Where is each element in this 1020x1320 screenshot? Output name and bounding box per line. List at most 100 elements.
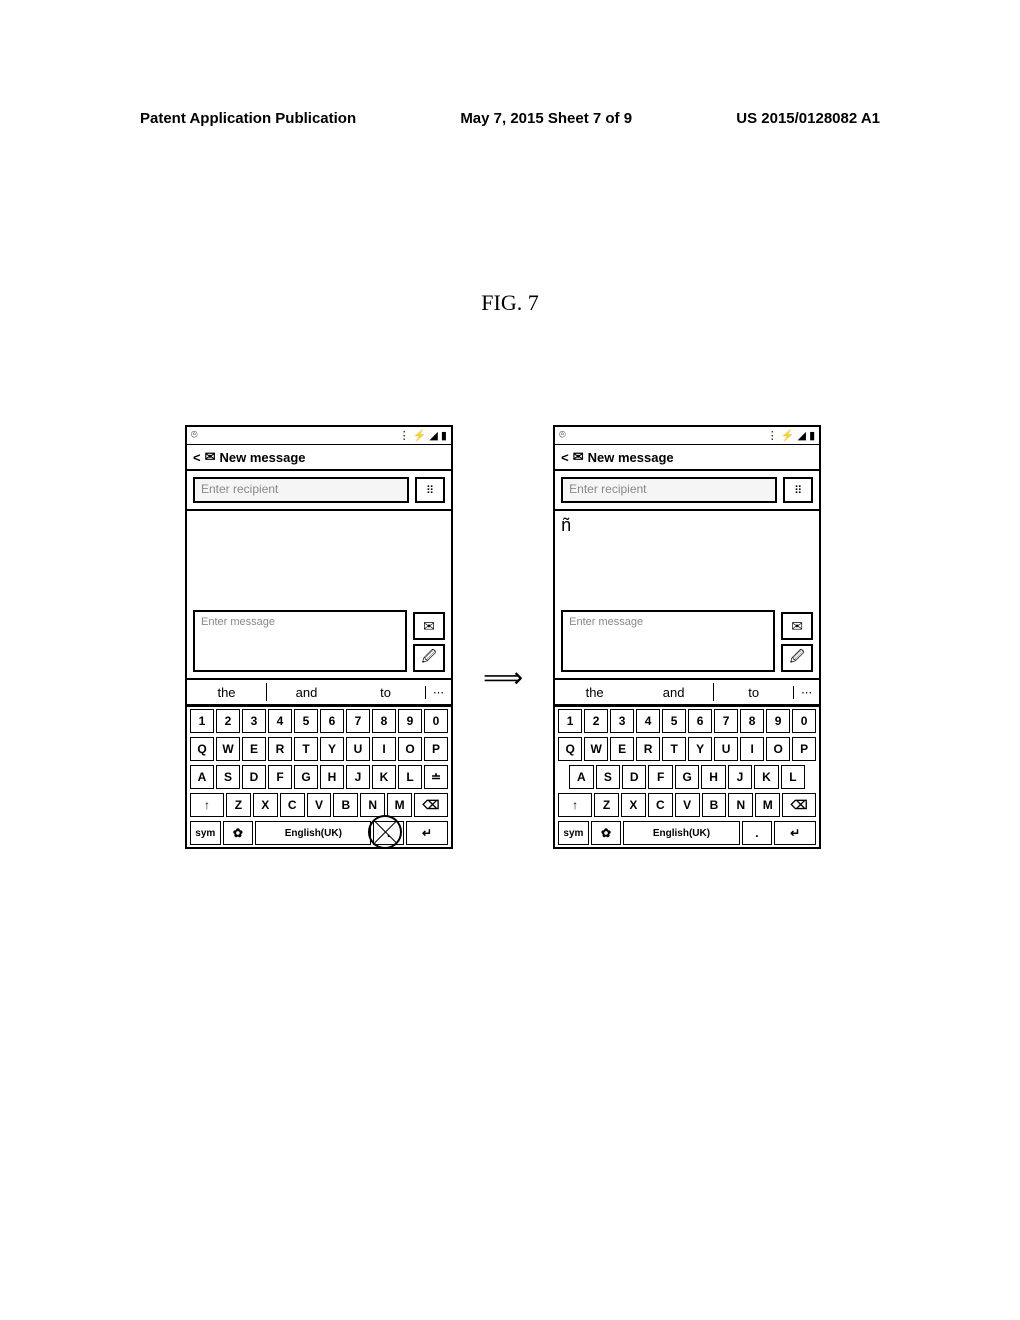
recipient-input[interactable]: Enter recipient: [193, 477, 409, 503]
body-area[interactable]: [187, 511, 451, 606]
key-t[interactable]: T: [662, 737, 686, 761]
key-h[interactable]: H: [320, 765, 344, 789]
key-backspace[interactable]: ⌫: [414, 793, 448, 817]
key-space[interactable]: English(UK): [255, 821, 371, 845]
key-2[interactable]: 2: [584, 709, 608, 733]
key-l[interactable]: L: [781, 765, 805, 789]
key-f[interactable]: F: [648, 765, 672, 789]
key-6[interactable]: 6: [320, 709, 344, 733]
key-a[interactable]: A: [190, 765, 214, 789]
key-8[interactable]: 8: [740, 709, 764, 733]
key-s[interactable]: S: [596, 765, 620, 789]
key-8[interactable]: 8: [372, 709, 396, 733]
key-9[interactable]: 9: [766, 709, 790, 733]
key-0[interactable]: 0: [792, 709, 816, 733]
key-sym[interactable]: sym: [190, 821, 221, 845]
key-g[interactable]: G: [675, 765, 699, 789]
key-5[interactable]: 5: [294, 709, 318, 733]
key-x[interactable]: X: [621, 793, 646, 817]
key-u[interactable]: U: [346, 737, 370, 761]
keypad-button[interactable]: ⠿: [415, 477, 445, 503]
key-q[interactable]: Q: [558, 737, 582, 761]
key-a[interactable]: A: [569, 765, 593, 789]
suggestion-1[interactable]: the: [187, 682, 266, 703]
suggestion-2[interactable]: and: [267, 682, 346, 703]
suggestion-3[interactable]: to: [346, 682, 425, 703]
key-t[interactable]: T: [294, 737, 318, 761]
body-area[interactable]: ñ: [555, 511, 819, 606]
key-1[interactable]: 1: [558, 709, 582, 733]
key-w[interactable]: W: [216, 737, 240, 761]
key-3[interactable]: 3: [610, 709, 634, 733]
key-d[interactable]: D: [242, 765, 266, 789]
key-0[interactable]: 0: [424, 709, 448, 733]
key-k[interactable]: K: [754, 765, 778, 789]
key-n[interactable]: N: [360, 793, 385, 817]
key-y[interactable]: Y: [688, 737, 712, 761]
key-enter[interactable]: ↵: [774, 821, 816, 845]
message-input[interactable]: Enter message: [193, 610, 407, 672]
key-gear[interactable]: ✿: [591, 821, 622, 845]
key-e[interactable]: E: [610, 737, 634, 761]
pen-button[interactable]: 🖉: [781, 644, 813, 672]
key-b[interactable]: B: [702, 793, 727, 817]
key-c[interactable]: C: [648, 793, 673, 817]
key-n[interactable]: N: [728, 793, 753, 817]
key-z[interactable]: Z: [226, 793, 251, 817]
key-d[interactable]: D: [622, 765, 646, 789]
key-p[interactable]: P: [792, 737, 816, 761]
key-dot[interactable]: .: [742, 821, 773, 845]
key-j[interactable]: J: [346, 765, 370, 789]
key-s[interactable]: S: [216, 765, 240, 789]
key-1[interactable]: 1: [190, 709, 214, 733]
key-r[interactable]: R: [268, 737, 292, 761]
key-extra[interactable]: ≐: [424, 765, 448, 789]
send-button[interactable]: ✉: [413, 612, 445, 640]
key-z[interactable]: Z: [594, 793, 619, 817]
message-input[interactable]: Enter message: [561, 610, 775, 672]
back-icon[interactable]: <: [561, 450, 569, 465]
key-r[interactable]: R: [636, 737, 660, 761]
suggestion-3[interactable]: to: [714, 682, 793, 703]
key-gear[interactable]: ✿: [223, 821, 254, 845]
key-b[interactable]: B: [333, 793, 358, 817]
key-c[interactable]: C: [280, 793, 305, 817]
suggestion-2[interactable]: and: [634, 682, 713, 703]
key-i[interactable]: I: [740, 737, 764, 761]
key-space[interactable]: English(UK): [623, 821, 739, 845]
suggestion-more[interactable]: ⋯: [793, 686, 819, 699]
key-v[interactable]: V: [675, 793, 700, 817]
key-5[interactable]: 5: [662, 709, 686, 733]
key-o[interactable]: O: [766, 737, 790, 761]
key-sym[interactable]: sym: [558, 821, 589, 845]
key-h[interactable]: H: [701, 765, 725, 789]
key-enter[interactable]: ↵: [406, 821, 448, 845]
key-i[interactable]: I: [372, 737, 396, 761]
key-4[interactable]: 4: [636, 709, 660, 733]
send-button[interactable]: ✉: [781, 612, 813, 640]
back-icon[interactable]: <: [193, 450, 201, 465]
pen-button[interactable]: 🖉: [413, 644, 445, 672]
key-shift[interactable]: ↑: [190, 793, 224, 817]
key-o[interactable]: O: [398, 737, 422, 761]
key-dot[interactable]: .: [373, 821, 404, 845]
key-l[interactable]: L: [398, 765, 422, 789]
key-p[interactable]: P: [424, 737, 448, 761]
key-7[interactable]: 7: [346, 709, 370, 733]
key-backspace[interactable]: ⌫: [782, 793, 816, 817]
key-x[interactable]: X: [253, 793, 278, 817]
suggestion-1[interactable]: the: [555, 682, 634, 703]
key-w[interactable]: W: [584, 737, 608, 761]
key-6[interactable]: 6: [688, 709, 712, 733]
key-g[interactable]: G: [294, 765, 318, 789]
key-m[interactable]: M: [755, 793, 780, 817]
key-e[interactable]: E: [242, 737, 266, 761]
key-7[interactable]: 7: [714, 709, 738, 733]
key-u[interactable]: U: [714, 737, 738, 761]
key-j[interactable]: J: [728, 765, 752, 789]
recipient-input[interactable]: Enter recipient: [561, 477, 777, 503]
keypad-button[interactable]: ⠿: [783, 477, 813, 503]
key-2[interactable]: 2: [216, 709, 240, 733]
key-y[interactable]: Y: [320, 737, 344, 761]
key-m[interactable]: M: [387, 793, 412, 817]
